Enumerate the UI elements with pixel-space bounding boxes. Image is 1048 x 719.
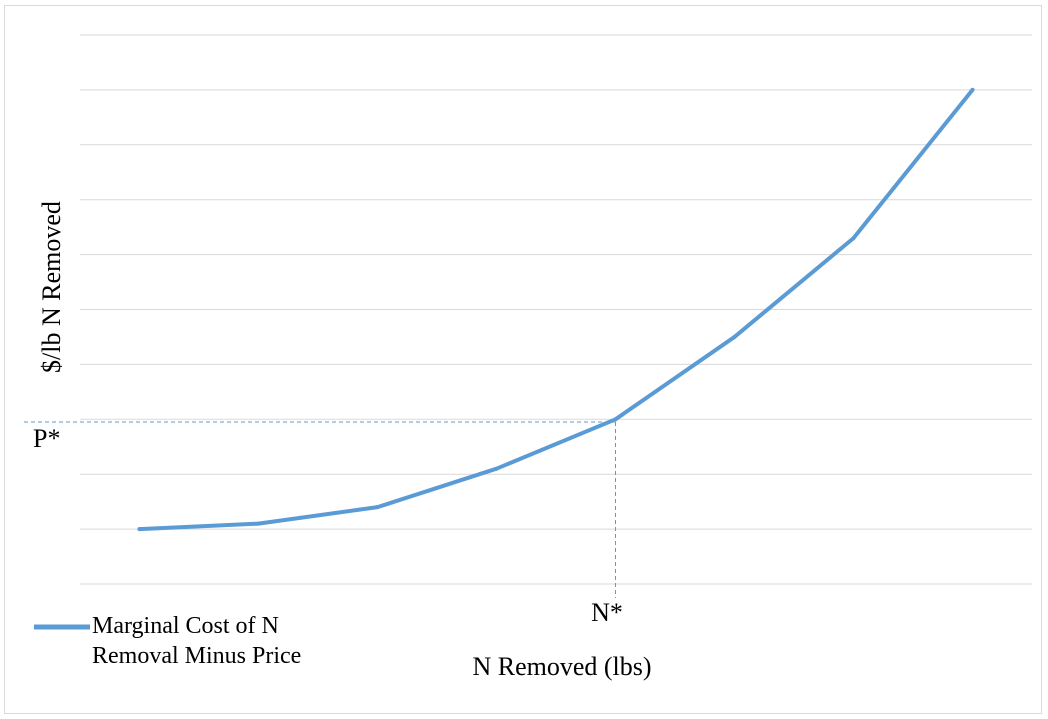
series-line-marginal-cost — [137, 87, 975, 532]
legend-entry: Marginal Cost of N Removal Minus Price — [92, 613, 302, 669]
chart-frame — [4, 5, 1042, 714]
data-point-4 — [494, 466, 499, 471]
x-axis-label: N Removed (lbs) — [472, 652, 651, 681]
series-points — [137, 87, 975, 532]
data-point-6 — [732, 334, 737, 339]
y-axis-label: $/lb N Removed — [37, 201, 66, 373]
x-marker-label: N* — [591, 598, 623, 627]
data-point-2 — [256, 521, 261, 526]
y-marker-label: P* — [33, 424, 60, 453]
data-point-8 — [970, 87, 975, 92]
data-point-7 — [851, 236, 856, 241]
data-point-1 — [137, 527, 142, 532]
gridlines — [80, 34, 1032, 585]
data-point-3 — [375, 505, 380, 510]
data-point-5 — [613, 417, 618, 422]
reference-lines — [24, 421, 616, 598]
